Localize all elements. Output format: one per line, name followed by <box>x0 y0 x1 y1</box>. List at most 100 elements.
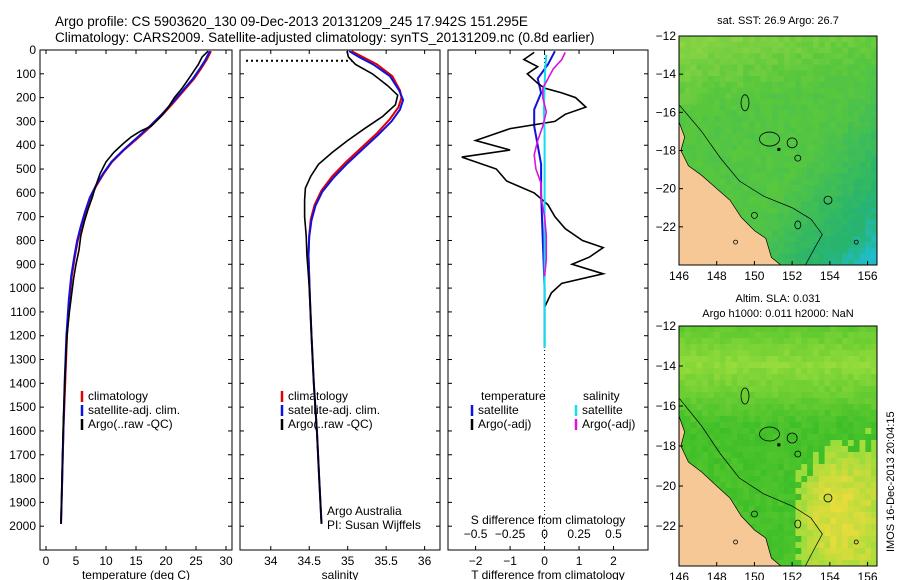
map-cell <box>783 410 791 417</box>
map-cell <box>748 398 756 405</box>
map-cell <box>847 464 855 471</box>
map-cell <box>859 53 866 60</box>
map-cell <box>859 518 866 525</box>
map-cell <box>859 398 866 405</box>
map-cell <box>743 87 750 94</box>
map-cell <box>795 440 802 447</box>
map-cell <box>708 440 715 447</box>
map-cell <box>684 58 692 66</box>
map-cell <box>743 452 750 459</box>
map-cell <box>807 380 814 387</box>
map-cell <box>713 428 721 435</box>
map-cell <box>743 332 750 339</box>
map-cell <box>766 470 773 477</box>
map-cell <box>783 554 791 561</box>
map-cell <box>842 434 849 441</box>
map-cell <box>737 116 744 123</box>
x-tick-label: 25 <box>189 554 203 568</box>
map-cell <box>801 127 808 134</box>
map-cell <box>684 150 692 157</box>
map-cell <box>679 41 686 49</box>
map-cell <box>830 494 837 501</box>
map-cell <box>795 476 802 483</box>
reef-outline <box>759 131 780 147</box>
map-cell <box>871 428 877 435</box>
map-cell <box>807 247 814 255</box>
map-cell <box>778 236 785 243</box>
map-cell <box>812 116 820 123</box>
map-cell <box>778 518 785 525</box>
map-cell <box>766 404 773 411</box>
map-cell <box>812 207 820 215</box>
legend-label: satellite <box>478 403 519 417</box>
map-cell <box>807 133 814 140</box>
map-cell <box>842 64 849 71</box>
map-cell <box>748 58 756 66</box>
map-cell <box>702 356 709 363</box>
map-cell <box>853 190 861 197</box>
map-cell <box>783 422 791 429</box>
map-cell <box>725 104 733 112</box>
map-cell <box>795 350 802 357</box>
map-cell <box>772 536 779 543</box>
map-cell <box>859 202 866 209</box>
map-cell <box>772 150 779 157</box>
map-cell <box>824 58 832 66</box>
map-cell <box>778 190 785 197</box>
map-cell <box>865 121 872 129</box>
map-cell <box>743 458 750 465</box>
map-cell <box>789 338 797 345</box>
salinity-profile: 34 34.5 35 35.5 36salinityclimatologysatelli… <box>239 49 441 580</box>
map-cell <box>859 87 866 94</box>
map-cell <box>807 184 814 192</box>
map-cell <box>807 150 814 157</box>
map-cell <box>783 350 791 357</box>
map-cell <box>713 404 721 411</box>
map-cell <box>743 494 750 501</box>
reef-outline <box>759 426 780 442</box>
map-cell <box>812 506 820 513</box>
map-cell <box>760 470 767 477</box>
map-cell <box>684 76 692 83</box>
map-cell <box>737 47 744 54</box>
map-cell <box>719 464 727 471</box>
map-cell <box>842 93 849 100</box>
map-cell <box>783 121 791 129</box>
map-cell <box>789 422 797 429</box>
map-cell <box>859 542 866 549</box>
map-cell <box>778 536 785 543</box>
map-cell <box>818 104 826 112</box>
map-cell <box>772 500 779 507</box>
map-cell <box>795 36 802 43</box>
map-cell <box>871 242 877 249</box>
map-cell <box>865 116 872 123</box>
reef-outline <box>794 220 802 230</box>
map-cell <box>783 116 791 123</box>
map-cell <box>824 512 832 519</box>
map-cell <box>865 41 872 49</box>
map-cell <box>853 500 861 507</box>
map-cell <box>731 356 738 363</box>
map-cell <box>778 224 785 232</box>
map-cell <box>859 416 866 423</box>
map-cell <box>789 416 797 423</box>
map-cell <box>696 70 703 77</box>
reef-outline <box>853 539 859 545</box>
map-cell <box>754 380 762 387</box>
map-cell <box>795 127 802 134</box>
map-cell <box>795 356 802 363</box>
map-cell <box>836 219 843 226</box>
map-cell <box>778 58 785 66</box>
map-cell <box>754 179 762 186</box>
map-cell <box>836 53 843 60</box>
map-cell <box>684 428 692 435</box>
map-cell <box>766 133 773 140</box>
map-cell <box>783 386 791 393</box>
map-cell <box>772 64 779 71</box>
map-cell <box>679 64 686 71</box>
map-cell <box>731 422 738 429</box>
map-cell <box>684 380 692 387</box>
map-cell <box>865 259 872 265</box>
map-cell <box>853 179 861 186</box>
map-cell <box>778 202 785 209</box>
